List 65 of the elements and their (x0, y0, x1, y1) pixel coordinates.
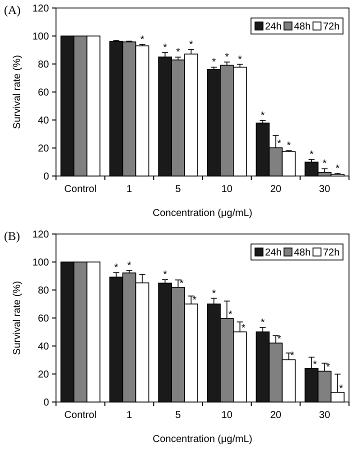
data-label: * (176, 47, 180, 58)
legend-label: 72h (323, 22, 340, 32)
data-label: * (339, 383, 344, 394)
data-label: * (290, 350, 294, 362)
y-axis-title: Survival rate (%) (12, 55, 23, 129)
y-tick-label: 60 (38, 314, 50, 324)
x-tick-label: 30 (319, 184, 331, 195)
x-tick-label: 20 (270, 410, 282, 421)
legend-label: 24h (265, 248, 282, 258)
data-label: * (322, 158, 327, 170)
legend-label: 72h (323, 248, 340, 258)
data-label: * (163, 42, 168, 54)
x-tick-label: 1 (126, 184, 132, 195)
data-label: * (238, 54, 242, 66)
y-tick-label: 60 (38, 88, 50, 98)
x-tick-label: 10 (221, 410, 233, 421)
y-tick-label: 0 (43, 172, 50, 182)
data-label: * (286, 140, 291, 152)
y-tick-label: 80 (38, 60, 50, 70)
data-label: * (228, 309, 232, 320)
chart-title: (B) (4, 229, 20, 243)
y-axis-title: Survival rate (%) (12, 281, 23, 355)
legend-label: 48h (294, 22, 311, 32)
data-label: * (163, 270, 168, 281)
x-axis-title: Concentration (μg/mL) (152, 434, 252, 445)
x-tick-label: 1 (126, 410, 132, 421)
data-label: * (326, 362, 330, 374)
y-tick-label: 100 (32, 32, 50, 42)
data-label: * (127, 260, 132, 272)
y-tick-label: 40 (38, 342, 50, 352)
y-tick-label: 80 (38, 286, 50, 296)
legend-label: 24h (265, 22, 282, 32)
x-tick-label: 20 (270, 184, 282, 195)
data-label: * (189, 39, 194, 50)
chart-title: (A) (4, 3, 21, 17)
data-label: * (180, 278, 184, 290)
data-label: * (212, 57, 216, 68)
y-tick-label: 20 (38, 370, 50, 380)
y-tick-label: 120 (32, 4, 50, 14)
x-tick-label: Control (64, 410, 97, 421)
data-label: * (313, 359, 318, 370)
y-tick-label: 40 (38, 116, 50, 126)
data-label: * (241, 322, 246, 334)
y-tick-label: 120 (32, 230, 50, 240)
data-label: * (224, 52, 229, 64)
x-axis-title: Concentration (μg/mL) (152, 208, 252, 219)
data-label: * (277, 138, 282, 150)
x-tick-label: 5 (175, 410, 182, 421)
data-label: * (310, 149, 314, 160)
y-tick-label: 20 (38, 144, 50, 154)
data-label: * (277, 334, 282, 346)
data-label: * (192, 295, 197, 306)
data-label: * (336, 163, 340, 174)
data-label: * (114, 262, 118, 274)
legend-label: 48h (294, 248, 311, 258)
x-tick-label: Control (64, 184, 97, 195)
data-label: * (212, 288, 216, 300)
x-tick-label: 10 (221, 184, 233, 195)
data-label: * (260, 317, 265, 328)
x-tick-label: 30 (319, 410, 331, 421)
data-label: * (260, 110, 265, 122)
y-tick-label: 100 (32, 258, 50, 268)
y-tick-label: 0 (43, 398, 50, 408)
x-tick-label: 5 (175, 184, 182, 195)
data-label: * (140, 34, 144, 46)
